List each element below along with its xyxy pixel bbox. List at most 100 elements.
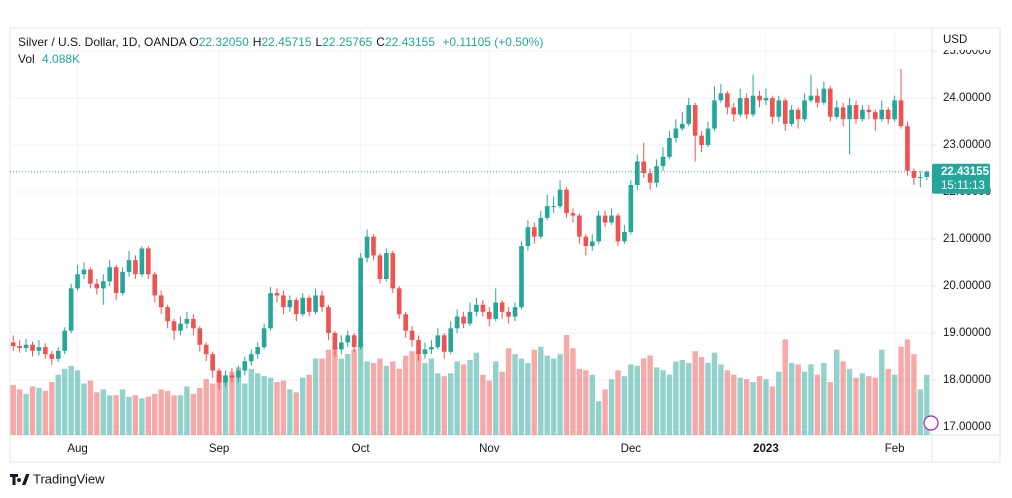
volume-bar <box>222 377 229 435</box>
volume-bar <box>705 362 711 435</box>
candle-body <box>146 248 151 275</box>
event-icon[interactable] <box>923 415 939 431</box>
volume-bar <box>525 362 531 435</box>
volume-bar <box>493 361 499 435</box>
volume-bar <box>538 346 544 435</box>
volume-bar <box>254 373 261 435</box>
chart-frame <box>9 27 1001 463</box>
volume-bar <box>711 352 718 435</box>
candle-body <box>197 328 203 345</box>
volume-bar <box>743 379 750 435</box>
volume-bar <box>87 380 94 435</box>
candle-body <box>821 88 827 103</box>
volume-bar <box>345 354 351 435</box>
candle-body <box>673 128 679 138</box>
volume-bar <box>325 349 332 435</box>
volume-bar <box>42 390 49 435</box>
candle-body <box>390 253 396 289</box>
candle-body <box>647 173 653 183</box>
countdown: 15:11:13 <box>941 180 985 192</box>
candle-body <box>248 354 254 362</box>
candle-body <box>300 297 306 315</box>
candle-body <box>499 302 505 312</box>
ohlc-value: 22.25765 <box>322 35 373 49</box>
volume-title: Vol <box>18 52 35 66</box>
volume-bar <box>531 349 538 435</box>
candle-body <box>184 318 190 324</box>
candle-body <box>808 95 814 101</box>
candle-body <box>493 302 499 319</box>
candle-body <box>113 267 119 294</box>
candle-body <box>403 314 408 331</box>
candle-body <box>911 170 917 178</box>
candle-body <box>905 126 910 171</box>
volume-bar <box>16 389 23 435</box>
currency: USD <box>943 34 967 46</box>
volume-bar <box>615 370 621 435</box>
volume-bar <box>467 360 473 435</box>
candle-body <box>834 107 840 117</box>
volume-bar <box>563 335 570 435</box>
candle-body <box>564 189 569 214</box>
candle-body <box>100 281 106 289</box>
volume-bar <box>763 379 769 435</box>
volume-bar <box>152 393 158 435</box>
volume-value: 4.088K <box>42 52 81 66</box>
candle-body <box>448 328 454 352</box>
candle-body <box>81 269 87 275</box>
volume-bar <box>924 374 930 435</box>
volume-bar <box>628 364 634 435</box>
candle-body <box>615 215 621 242</box>
volume-bar <box>177 395 184 435</box>
volume-bar <box>68 365 74 435</box>
volume-bar <box>119 389 126 435</box>
volume-bar <box>718 364 724 435</box>
volume-bar <box>846 368 853 435</box>
brand: TradingView <box>33 471 105 486</box>
volume-bar <box>756 376 763 435</box>
candle-body <box>776 100 782 117</box>
volume-bar <box>312 358 319 435</box>
volume-header: Vol 4.088K <box>18 52 84 66</box>
volume-bar <box>216 374 222 435</box>
change: +0.11105 (+0.50%) <box>442 35 544 49</box>
candle-body <box>261 328 267 348</box>
candle-body <box>795 109 801 120</box>
candle-body <box>763 98 769 101</box>
candle-body <box>544 206 550 218</box>
candle-body <box>55 350 61 359</box>
volume-bar <box>853 377 859 435</box>
candle-body <box>840 107 846 120</box>
volume-bar <box>724 370 731 435</box>
candle-body <box>255 347 261 355</box>
candle-body <box>441 335 447 352</box>
volume-bar <box>280 380 287 435</box>
candle-body <box>538 217 544 237</box>
volume-bar <box>158 389 164 435</box>
volume-bar <box>209 383 216 435</box>
volume-bar <box>242 383 248 435</box>
candle-body <box>409 330 415 341</box>
candle-body <box>332 333 338 350</box>
volume-bar <box>415 349 422 435</box>
volume-bar <box>782 339 788 435</box>
volume-bar <box>666 374 673 435</box>
volume-bar <box>235 367 242 435</box>
candle-body <box>660 156 666 167</box>
candle-body <box>725 93 730 108</box>
candle-body <box>512 307 518 317</box>
candle-body <box>377 255 383 279</box>
volume-bar <box>473 352 480 435</box>
volume-bar <box>293 392 299 435</box>
volume-bar <box>480 374 486 435</box>
candle-body <box>422 349 428 355</box>
volume-bar <box>10 385 16 435</box>
ohlc-value: 22.32050 <box>198 35 249 49</box>
candle-body <box>293 300 299 315</box>
volume-bar <box>357 340 364 435</box>
candle-body <box>892 100 897 120</box>
candle-body <box>866 109 872 113</box>
volume-bar <box>550 358 557 435</box>
candle-body <box>274 293 280 296</box>
